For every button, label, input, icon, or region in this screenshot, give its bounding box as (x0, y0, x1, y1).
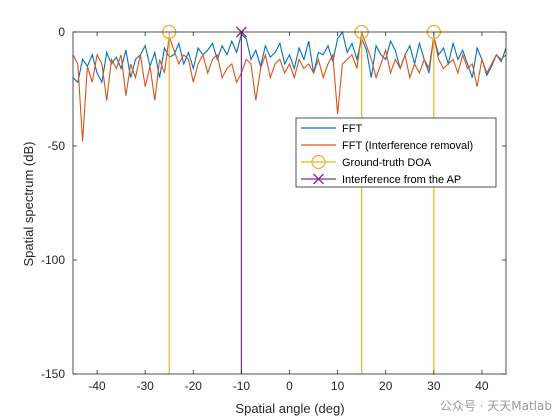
legend: FFT FFT (Interference removal) Ground-trut… (295, 117, 497, 188)
x-tick-label: -10 (233, 379, 251, 393)
y-tick-label: -100 (41, 253, 65, 267)
x-tick-label: -40 (88, 379, 106, 393)
legend-entry-label: Interference from the AP (342, 174, 461, 186)
x-tick-label: 40 (475, 379, 489, 393)
x-tick-label: 0 (286, 379, 293, 393)
plot-area (73, 24, 506, 374)
x-tick-label: -30 (136, 379, 154, 393)
x-axis-label: Spatial angle (deg) (235, 401, 344, 416)
watermark: 公众号 · 天天Matlab (439, 399, 552, 413)
y-tick-label: -150 (41, 367, 65, 381)
legend-entry-label: FFT (342, 123, 362, 135)
y-axis-label: Spatial spectrum (dB) (21, 142, 36, 267)
legend-marker-circle (311, 154, 326, 170)
legend-marker-x (313, 173, 324, 185)
x-tick-label: 10 (331, 379, 345, 393)
y-tick-label: 0 (58, 25, 65, 39)
x-tick-label: 20 (379, 379, 393, 393)
legend-entry-label: Ground-truth DOA (342, 157, 432, 169)
legend-box (295, 117, 497, 188)
x-tick-label: 30 (427, 379, 441, 393)
legend-entry-label: FFT (Interference removal) (342, 140, 473, 152)
axes-plot-background (73, 32, 506, 374)
y-tick-label: -50 (48, 139, 66, 153)
ticks: -40 -30 -20 -10 0 10 20 30 400-50-100-150 (41, 25, 506, 393)
x-tick-label: -20 (185, 379, 203, 393)
axes-background (73, 32, 506, 374)
